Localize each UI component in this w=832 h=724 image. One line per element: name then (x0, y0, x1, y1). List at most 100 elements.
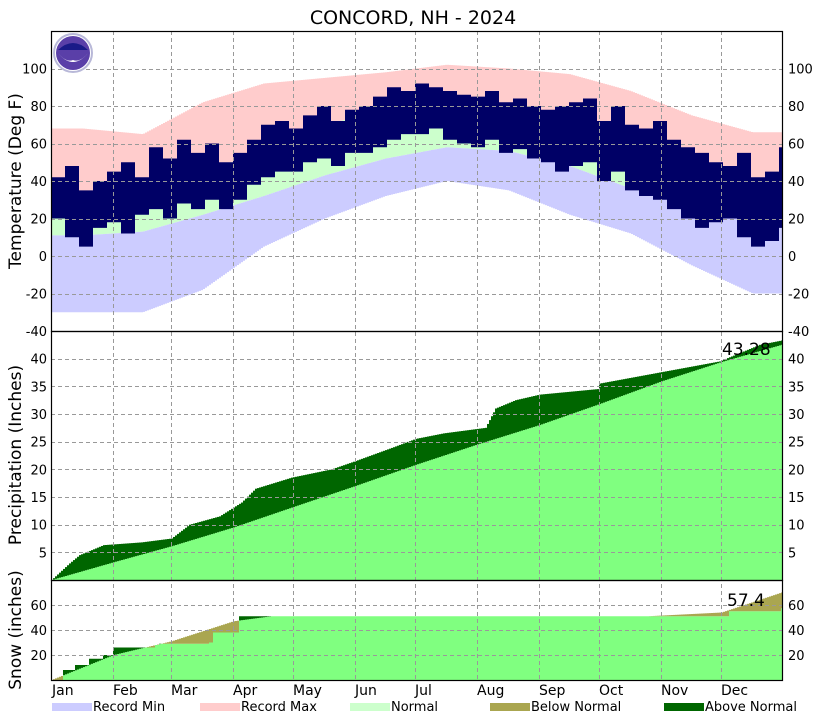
precip-above-normal-bar (667, 371, 669, 379)
precip-normal-bar (419, 464, 421, 580)
snow-normal-bar (671, 616, 673, 680)
precip-normal-bar (425, 462, 427, 580)
snow-normal-bar (429, 616, 431, 680)
record-min-bar (313, 179, 315, 223)
precip-normal-bar (631, 392, 633, 580)
snow-normal-bar (237, 633, 239, 681)
precip-normal-bar (143, 554, 145, 580)
snow-above-normal-bar (127, 648, 129, 652)
observed-temp-bar (491, 91, 493, 140)
precip-above-normal-bar (301, 476, 303, 505)
snow-normal-bar (211, 643, 213, 681)
snow-above-normal-bar (69, 670, 71, 673)
observed-temp-bar (289, 129, 291, 172)
precip-normal-bar (675, 377, 677, 580)
observed-temp-bar (89, 190, 91, 246)
snow-normal-bar (165, 644, 167, 680)
precip-above-normal-bar (717, 362, 719, 363)
snow-normal-bar (77, 670, 79, 680)
precip-above-normal-bar (591, 390, 593, 407)
record-min-bar (521, 154, 523, 195)
snow-normal-bar (503, 616, 505, 680)
record-min-bar (627, 187, 629, 232)
snow-normal-bar (453, 616, 455, 680)
precip-above-normal-bar (593, 389, 595, 406)
observed-temp-bar (597, 121, 599, 181)
snow-normal-bar (469, 616, 471, 680)
precip-above-normal-bar (153, 541, 155, 551)
observed-temp-bar (323, 106, 325, 159)
snow-normal-bar (727, 616, 729, 680)
observed-temp-bar (453, 91, 455, 140)
y-tick-label-right: 60 (788, 599, 805, 614)
record-min-bar (579, 170, 581, 218)
record-min-bar (633, 189, 635, 235)
precip-normal-bar (437, 458, 439, 580)
precip-above-normal-bar (445, 433, 447, 455)
precip-above-normal-bar (487, 424, 489, 441)
precip-above-normal-bar (565, 392, 567, 416)
snow-normal-bar (111, 656, 113, 680)
record-min-bar (359, 166, 361, 206)
observed-temp-bar (537, 106, 539, 159)
record-max-bar (549, 72, 551, 114)
record-min-bar (369, 163, 371, 202)
precip-normal-bar (755, 352, 757, 580)
record-min-bar (483, 149, 485, 186)
record-min-bar (459, 148, 461, 183)
precip-normal-bar (515, 433, 517, 580)
observed-temp-bar (669, 140, 671, 209)
record-min-bar (437, 149, 439, 183)
precip-above-normal-bar (511, 402, 513, 434)
precip-above-normal-bar (199, 522, 201, 538)
snow-normal-bar (247, 619, 249, 680)
record-min-bar (289, 187, 291, 234)
precip-normal-bar (505, 436, 507, 580)
observed-temp-bar (733, 166, 735, 219)
precip-above-normal-bar (711, 363, 713, 365)
snow-normal-bar (241, 620, 243, 680)
observed-temp-bar (559, 106, 561, 172)
snow-below-normal-bar (221, 625, 223, 632)
observed-temp-bar (777, 172, 779, 241)
precip-normal-bar (751, 353, 753, 580)
precip-above-normal-bar (611, 381, 613, 399)
record-min-bar (649, 194, 651, 244)
record-min-bar (331, 173, 333, 215)
precip-above-normal-bar (531, 396, 533, 427)
precip-above-normal-bar (363, 458, 365, 483)
record-min-bar (363, 165, 365, 205)
snow-normal-bar (181, 644, 183, 680)
observed-temp-bar (265, 125, 267, 178)
snow-below-normal-bar (169, 642, 171, 644)
record-min-bar (581, 170, 583, 218)
snow-normal-bar (487, 616, 489, 680)
precip-above-normal-bar (499, 407, 501, 438)
precip-normal-bar (411, 466, 413, 580)
snow-normal-bar (223, 633, 225, 681)
precip-above-normal-bar (195, 523, 197, 539)
precip-above-normal-bar (53, 578, 55, 579)
precip-above-normal-bar (577, 391, 579, 412)
precip-normal-bar (725, 361, 727, 580)
record-max-bar (239, 91, 241, 159)
snow-below-normal-bar (153, 646, 155, 648)
precip-normal-bar (251, 521, 253, 580)
snow-below-normal-bar (687, 614, 689, 616)
precip-normal-bar (741, 356, 743, 580)
snow-normal-bar (225, 633, 227, 681)
record-min-bar (379, 160, 381, 198)
precip-above-normal-bar (127, 543, 129, 558)
snow-normal-bar (117, 654, 119, 680)
precip-above-normal-bar (119, 544, 121, 561)
snow-normal-bar (395, 616, 397, 680)
observed-temp-bar (271, 125, 273, 178)
snow-normal-bar (643, 616, 645, 680)
snow-normal-bar (277, 616, 279, 680)
observed-temp-bar (247, 140, 249, 185)
precip-normal-bar (65, 576, 67, 580)
precip-normal-bar (223, 530, 225, 580)
precip-normal-bar (103, 565, 105, 580)
snow-below-normal-bar (677, 615, 679, 617)
precip-normal-bar (603, 403, 605, 580)
